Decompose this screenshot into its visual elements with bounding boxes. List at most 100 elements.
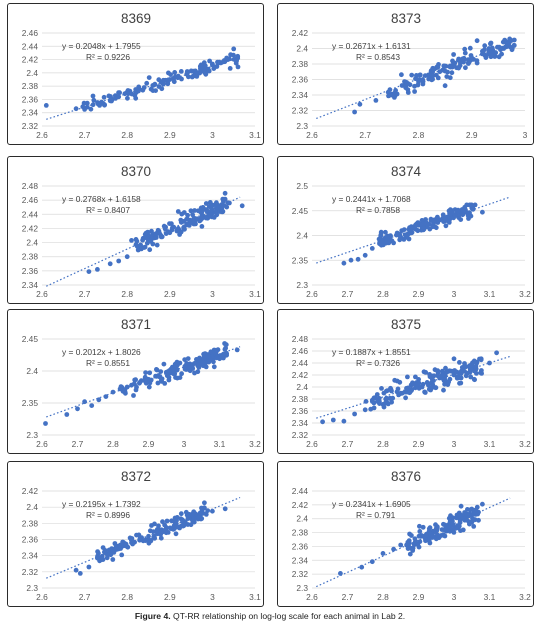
data-point <box>397 379 403 385</box>
x-tick-label: 3 <box>210 130 215 140</box>
y-tick-label: 2.38 <box>22 518 39 528</box>
data-point <box>407 389 413 395</box>
data-point <box>441 215 447 221</box>
r-squared-label: R² = 0.7326 <box>356 358 400 368</box>
data-point <box>486 51 492 57</box>
data-point <box>359 564 365 570</box>
data-point <box>155 380 161 386</box>
data-point <box>451 52 456 57</box>
data-point <box>206 68 212 74</box>
data-point <box>235 55 241 61</box>
data-point <box>443 365 448 371</box>
y-tick-label: 2.3 <box>26 430 38 440</box>
y-tick-label: 2.4 <box>296 514 308 524</box>
data-point <box>207 200 213 205</box>
chart-title: 8371 <box>121 317 151 332</box>
data-point <box>156 77 162 83</box>
data-point <box>373 98 379 103</box>
y-tick-label: 2.38 <box>292 59 309 69</box>
data-point <box>172 361 178 367</box>
data-point <box>205 354 211 360</box>
data-point <box>383 229 388 235</box>
data-point <box>435 373 441 379</box>
x-tick-label: 3 <box>210 592 215 602</box>
data-point <box>480 209 485 215</box>
data-point <box>369 559 375 565</box>
data-point <box>166 368 172 374</box>
figure-caption: Figure 4. QT-RR relationship on log-log … <box>0 611 540 621</box>
data-point <box>131 393 136 398</box>
data-point <box>420 524 426 530</box>
data-point <box>426 76 432 82</box>
y-tick-label: 2.46 <box>22 28 39 38</box>
data-point <box>90 93 96 99</box>
data-point <box>223 345 229 351</box>
y-tick-label: 2.38 <box>22 252 39 262</box>
data-point <box>43 421 48 426</box>
data-point <box>129 382 134 388</box>
data-point <box>463 364 469 370</box>
data-point <box>202 70 207 75</box>
data-point <box>410 380 415 386</box>
data-point <box>138 246 144 252</box>
data-point <box>187 361 193 367</box>
x-tick-label: 3.1 <box>484 439 496 449</box>
data-point <box>460 527 466 533</box>
data-point <box>182 226 187 232</box>
data-point <box>116 258 122 264</box>
data-point <box>169 518 175 524</box>
data-point <box>465 370 470 376</box>
y-tick-label: 2.44 <box>292 486 309 496</box>
x-tick-label: 2.6 <box>306 289 318 299</box>
data-point <box>154 242 160 248</box>
y-tick-label: 2.4 <box>296 44 308 54</box>
x-tick-label: 3 <box>523 130 528 140</box>
data-point <box>467 367 473 373</box>
data-point <box>159 527 164 533</box>
data-point <box>385 233 390 239</box>
y-tick-label: 2.38 <box>22 81 39 91</box>
data-point <box>362 252 368 258</box>
data-point <box>443 223 449 229</box>
y-tick-label: 2.48 <box>292 334 309 344</box>
data-point <box>471 507 477 513</box>
trendline <box>46 196 241 287</box>
data-point <box>221 58 227 63</box>
data-point <box>413 374 418 380</box>
y-tick-label: 2.32 <box>292 430 309 440</box>
data-point <box>348 257 354 263</box>
data-point <box>446 526 451 531</box>
data-point <box>195 70 201 76</box>
data-point <box>441 387 446 393</box>
y-tick-label: 2.32 <box>22 121 39 131</box>
data-point <box>64 412 70 417</box>
data-point <box>219 209 225 215</box>
data-point <box>464 512 470 517</box>
data-point <box>389 399 394 405</box>
data-point <box>474 504 480 510</box>
chart-panel-8369: 8369 2.32 2.34 2.36 2.38 2.4 2.42 2.44 2.46 2.6 2.… <box>7 3 264 145</box>
x-tick-label: 2.8 <box>377 592 389 602</box>
chart-title: 8370 <box>121 164 151 179</box>
x-tick-label: 2.8 <box>121 592 133 602</box>
y-tick-label: 2.4 <box>26 502 38 512</box>
data-point <box>158 535 164 541</box>
data-point <box>416 382 421 388</box>
chart-8371: 8371 2.3 2.35 2.4 2.45 2.6 2.7 2.8 2.9 3 3.1 3.2 y =… <box>22 317 261 449</box>
data-point <box>73 106 79 112</box>
data-point <box>430 76 435 82</box>
data-point <box>511 37 517 43</box>
r-squared-label: R² = 0.9226 <box>86 52 130 62</box>
x-tick-label: 2.7 <box>359 130 371 140</box>
data-point <box>406 236 412 242</box>
data-point <box>110 557 116 562</box>
data-point <box>474 60 480 66</box>
r-squared-label: R² = 0.8407 <box>86 205 130 215</box>
data-point <box>495 44 500 50</box>
data-point <box>113 96 118 101</box>
data-point <box>391 546 396 552</box>
data-point <box>466 59 471 65</box>
data-point <box>99 553 105 559</box>
data-point <box>422 390 428 395</box>
data-point <box>91 97 97 103</box>
